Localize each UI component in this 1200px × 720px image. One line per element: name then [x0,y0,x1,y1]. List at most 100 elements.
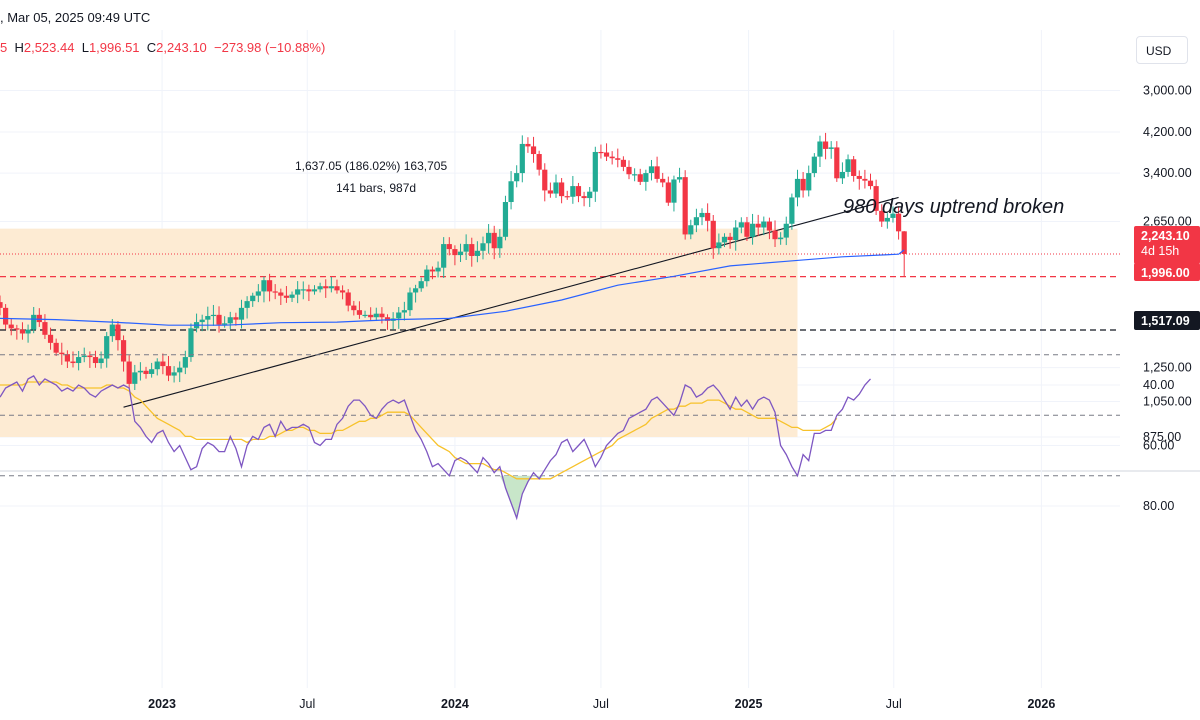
candle-down [581,196,587,199]
candle-up [502,202,509,237]
candle-down [0,302,3,308]
candle-down [654,166,660,179]
candle-down [772,230,778,240]
candle-down [339,290,346,293]
time-tick-label: Jul [593,697,609,711]
candle-down [272,291,278,293]
candle-up [778,237,784,240]
candle-up [508,181,514,203]
candle-up [81,355,87,358]
candle-up [592,151,598,192]
candle-up [199,319,205,323]
candle-up [182,357,188,368]
price-tick-label: 3,000.00 [1143,83,1192,97]
candle-up [396,312,402,319]
candle-up [104,336,110,359]
candle-up [441,244,447,268]
candle-up [806,173,812,191]
candle-down [609,156,615,159]
candle-up [222,323,228,325]
candles [0,132,907,390]
candle-up [761,221,767,228]
candle-down [446,244,452,250]
price-tick-label: 3,400.00 [1143,166,1192,180]
candle-down [216,314,222,325]
measure-label-change: 1,637.05 (186.02%) 163,705 [295,159,447,173]
candle-up [789,197,795,224]
candle-up [817,141,823,157]
time-tick-label: 2026 [1027,697,1055,711]
candle-down [92,357,99,364]
time-tick-label: 2024 [441,697,469,711]
candle-down [323,286,329,289]
candle-down [3,307,9,325]
candle-up [255,291,261,296]
candle-up [289,294,295,298]
candle-up [721,236,728,243]
candle-down [306,289,312,292]
candle-down [165,366,172,376]
low-label: L [81,40,89,55]
time-tick-label: Jul [299,697,315,711]
candle-down [705,212,711,221]
candle-down [233,317,239,320]
candle-up [300,289,306,291]
rsi-tick-label: 60.00 [1143,439,1174,453]
candle-down [64,354,70,362]
candle-up [783,223,789,238]
high-value: 2,523.44 [23,40,75,55]
candle-down [87,355,93,358]
candle-down [575,186,582,197]
candle-up [497,236,503,249]
rsi-ma-line [0,381,838,480]
candle-down [469,244,475,256]
symbol-timestamp: , Mar 05, 2025 09:49 UTC [0,10,151,25]
candle-up [132,372,138,384]
price-tick-label: 1,050.00 [1143,395,1192,409]
candle-up [553,182,559,194]
candle-down [53,342,59,353]
candle-down [266,280,273,292]
candle-down [491,232,497,249]
candle-down [867,180,874,187]
candle-down [345,292,351,306]
candle-down [42,322,48,335]
candle-down [851,159,857,176]
candle-down [547,190,553,194]
candle-down [160,361,166,367]
candle-down [755,223,761,228]
candle-down [356,310,363,315]
candle-down [901,231,907,254]
candle-up [839,171,846,179]
candle-down [525,143,531,147]
candle-up [317,286,323,290]
price-tick-label: 4,200.00 [1143,125,1192,139]
candle-up [676,177,683,180]
candle-down [822,141,829,149]
candle-up [643,173,649,182]
candle-down [126,361,132,384]
currency-button[interactable]: USD [1136,36,1188,64]
candle-up [373,313,379,318]
candle-up [261,280,267,292]
candle-down [542,169,548,191]
candle-up [890,213,896,218]
candle-down [120,340,127,362]
candle-up [474,250,480,256]
candle-up [171,372,177,376]
candle-down [727,236,733,241]
candle-up [480,243,486,251]
change-value: −273.98 (−10.88%) [214,40,326,55]
time-tick-label: 2023 [148,697,176,711]
candle-down [8,324,14,329]
open-value-fragment: 5 [0,40,8,55]
candle-down [665,182,671,203]
candle-up [435,267,441,272]
rsi-tick-label: 80.00 [1143,499,1174,513]
candle-up [31,314,37,330]
candle-up [250,295,256,302]
candle-down [351,305,357,311]
price-tick-label: 875.00 [1143,430,1181,444]
close-price-badge-text: 4d 15h [1141,244,1179,258]
